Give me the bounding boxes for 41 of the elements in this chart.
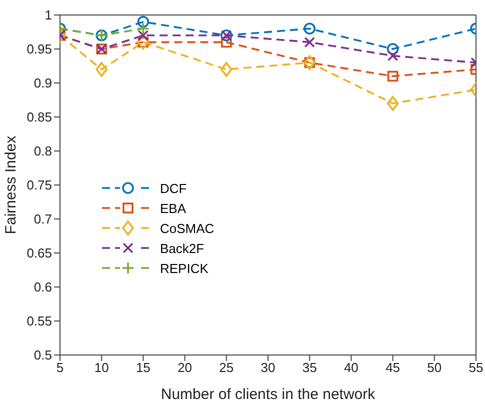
legend-label: DCF (160, 180, 187, 196)
y-tick-label: 0.65 (26, 246, 52, 261)
point (304, 36, 315, 48)
point (136, 22, 150, 35)
y-tick-label: 0.95 (26, 42, 52, 57)
y-tick-label: 0.9 (34, 76, 52, 91)
y-tick-label: 0.6 (34, 280, 52, 295)
y-tick-label: 0.75 (26, 178, 52, 193)
point (387, 50, 398, 62)
y-axis-title: Fairness Index (2, 135, 20, 234)
point (138, 30, 149, 41)
point (137, 16, 150, 28)
point (386, 96, 399, 111)
x-tick-label: 35 (302, 360, 317, 376)
x-tick-label: 20 (178, 360, 192, 376)
point (221, 36, 232, 48)
x-tick-label: 40 (344, 360, 358, 376)
x-tick-label: 10 (94, 360, 109, 376)
y-tick-label: 0.7 (34, 212, 52, 227)
y-tick-label: 1 (44, 8, 52, 23)
legend-label: EBA (160, 200, 186, 216)
y-tick-label: 0.8 (34, 144, 52, 159)
y-tick-label: 0.85 (26, 110, 52, 125)
legend-label: CoSMAC (160, 220, 214, 236)
x-tick-label: 5 (56, 360, 64, 376)
x-tick-label: 55 (468, 360, 484, 376)
x-tick-label: 15 (136, 360, 150, 376)
y-tick-label: 0.55 (26, 314, 52, 329)
x-axis-title: Number of clients in the network (160, 386, 376, 403)
x-tick-label: 45 (386, 360, 400, 376)
y-tick-label: 0.5 (34, 348, 52, 363)
point (220, 62, 232, 77)
x-tick-label: 25 (219, 360, 234, 376)
point (386, 43, 399, 55)
point (96, 62, 108, 77)
point (387, 70, 398, 82)
legend-label: REPICK (160, 260, 208, 276)
point (304, 22, 316, 34)
legend-label: Back2F (160, 240, 204, 256)
x-tick-label: 50 (427, 360, 442, 376)
x-tick-label: 30 (260, 360, 276, 376)
